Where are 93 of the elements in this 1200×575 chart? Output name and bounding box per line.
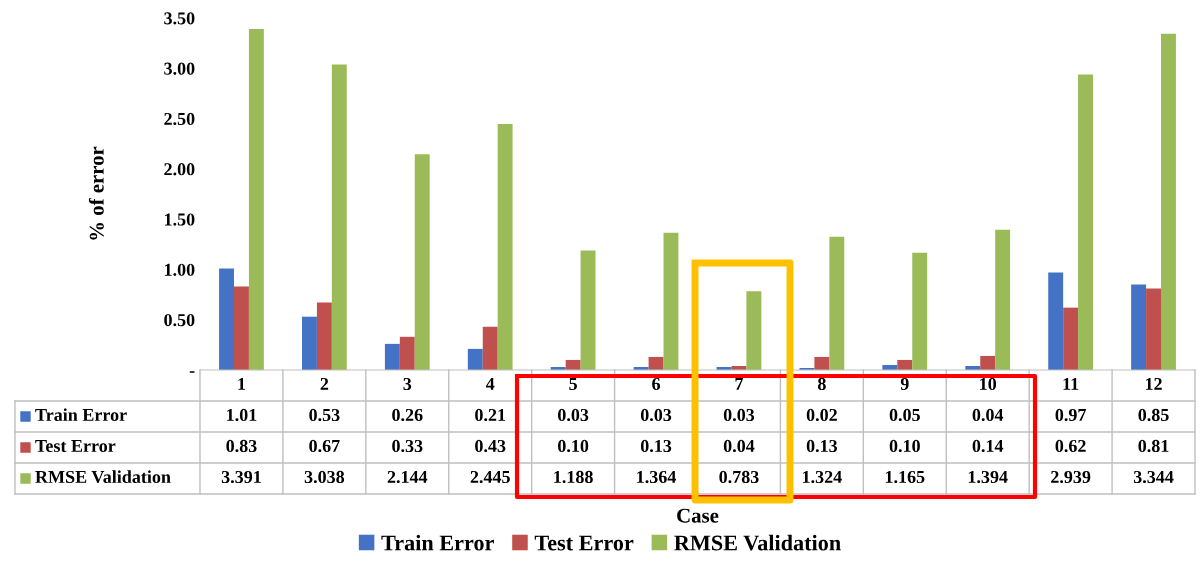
bar [316, 302, 332, 370]
data-label: 0.13 [806, 439, 838, 453]
y-axis-title: % of error [88, 146, 104, 240]
bar [814, 356, 830, 370]
x-tick-label: 8 [817, 377, 826, 391]
bar [1146, 288, 1161, 370]
data-label: 0.21 [475, 408, 506, 422]
data-label: 1.188 [554, 470, 593, 484]
y-tick-label: 2.50 [164, 112, 195, 126]
y-tick-label: 1.50 [164, 213, 195, 226]
x-tick-label: 9 [900, 377, 909, 391]
bar [1063, 307, 1079, 370]
data-label: 0.04 [972, 408, 1004, 422]
bar [414, 154, 430, 370]
bar [331, 64, 347, 370]
bar [663, 232, 679, 370]
data-label: 0.02 [806, 408, 837, 422]
y-tick-label: 2.00 [164, 163, 195, 176]
text: Test Error [534, 535, 634, 551]
data-label: 3.038 [304, 470, 345, 484]
bar [384, 343, 400, 370]
y-tick-label: - [189, 371, 195, 373]
y-tick-label: 3.00 [164, 62, 195, 75]
y-tick-label: 3.50 [164, 12, 195, 25]
x-tick-label: 5 [569, 378, 577, 391]
x-tick-label: 2 [320, 377, 329, 390]
data-label: 0.14 [972, 439, 1004, 453]
x-tick-label: 11 [1063, 377, 1079, 390]
bar [301, 316, 317, 370]
x-tick-label: 12 [1145, 377, 1162, 390]
bar [467, 348, 483, 370]
bar [565, 359, 581, 370]
data-label: 2.144 [387, 470, 428, 484]
text: Train Error [381, 534, 494, 551]
legend-label: Train Error [35, 408, 127, 422]
bar [897, 359, 913, 370]
data-label: 0.13 [640, 439, 672, 453]
data-label: 0.33 [392, 439, 423, 453]
data-label: 0.97 [1055, 408, 1086, 422]
bar [219, 268, 234, 370]
x-tick-label: 6 [652, 377, 661, 391]
text: Case [677, 508, 719, 523]
data-label: 0.03 [558, 408, 589, 422]
data-label: 1.165 [885, 470, 925, 484]
x-tick-label: 7 [735, 378, 744, 390]
data-label: 0.783 [719, 470, 759, 484]
bar [648, 356, 664, 370]
data-label: 0.43 [475, 439, 506, 453]
data-label: 2.445 [470, 470, 510, 484]
data-label: 0.67 [309, 439, 340, 453]
bar [746, 291, 762, 370]
data-label: 0.62 [1055, 439, 1086, 453]
legend-label: Test Error [35, 440, 116, 453]
x-tick-label: 4 [485, 377, 495, 390]
text: RMSE Validation [674, 534, 841, 551]
bar [482, 326, 498, 370]
bar [912, 252, 928, 370]
bar [980, 355, 996, 370]
data-label: 3.391 [221, 470, 261, 484]
data-label: 0.53 [309, 408, 340, 422]
bar [995, 229, 1011, 370]
bar [580, 250, 596, 370]
data-label: 1.324 [803, 470, 842, 484]
bar [1048, 272, 1064, 370]
x-tick-label: 1 [238, 377, 246, 390]
bar [497, 124, 513, 370]
bar [234, 286, 249, 370]
bar [1078, 74, 1094, 370]
y-tick-label: 0.50 [164, 313, 195, 327]
data-label: 0.03 [723, 408, 755, 422]
bar [1161, 33, 1176, 370]
bar [1131, 284, 1147, 370]
data-label: 0.10 [558, 439, 589, 453]
data-label: 0.85 [1138, 408, 1169, 422]
bar [829, 236, 845, 370]
data-label: 0.83 [226, 439, 257, 453]
data-label: 1.394 [968, 470, 1008, 484]
x-tick-label: 3 [403, 377, 412, 391]
x-tick-label: 10 [980, 377, 997, 391]
data-label: 1.364 [637, 470, 677, 484]
bar [248, 28, 264, 370]
data-label: 0.05 [889, 408, 920, 422]
data-label: 0.10 [889, 439, 920, 453]
legend-label: RMSE Validation [35, 470, 171, 484]
y-tick-label: 1.00 [164, 263, 195, 276]
data-label: 0.26 [392, 408, 423, 422]
bar [399, 336, 415, 370]
data-label: 0.03 [640, 408, 672, 422]
data-label: 0.04 [723, 439, 755, 453]
data-label: 1.01 [227, 408, 257, 422]
data-label: 0.81 [1138, 439, 1169, 453]
data-label: 2.939 [1051, 470, 1091, 484]
data-label: 3.344 [1133, 470, 1174, 484]
